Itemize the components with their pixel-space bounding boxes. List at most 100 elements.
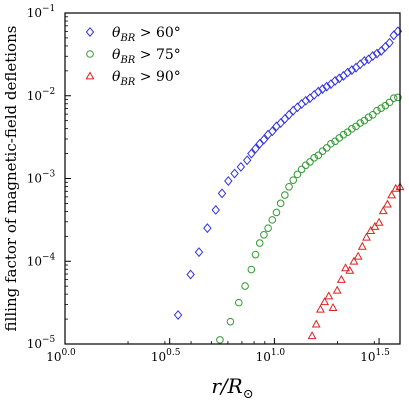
data-point (309, 89, 319, 100)
y-tick-label: 10−3 (27, 170, 56, 186)
data-point (186, 269, 195, 280)
data-point (247, 148, 256, 159)
legend-entry: θBR > 75° (86, 47, 181, 66)
data-point (385, 37, 394, 48)
data-point (362, 232, 371, 241)
legend-label: θBR > 90° (112, 69, 181, 88)
data-point (301, 95, 311, 106)
series-2 (307, 182, 405, 340)
data-point (211, 204, 220, 215)
data-point (310, 154, 318, 162)
data-point (355, 59, 365, 70)
data-point (276, 118, 285, 129)
data-point (370, 221, 380, 230)
data-point (366, 226, 376, 235)
data-point (322, 81, 331, 92)
y-tick-label: 10−1 (27, 4, 56, 20)
legend-label: θBR > 60° (112, 25, 181, 44)
data-point (374, 217, 384, 226)
data-point (389, 30, 398, 41)
data-point (349, 256, 359, 265)
legend-entry: θBR > 90° (85, 69, 181, 88)
data-point (234, 298, 243, 307)
data-point (368, 110, 377, 119)
data-point (230, 168, 239, 179)
y-tick-label: 10−5 (27, 335, 56, 351)
legend-label: θBR > 75° (112, 47, 181, 66)
data-point (272, 208, 281, 217)
data-point (255, 239, 264, 247)
data-point (259, 134, 269, 145)
data-point (339, 130, 348, 139)
data-point (285, 182, 293, 191)
data-point (332, 285, 342, 294)
data-point (226, 317, 235, 326)
data-point (293, 102, 302, 113)
data-point (322, 144, 331, 152)
data-point (343, 67, 352, 78)
data-point (288, 105, 298, 116)
data-point (373, 106, 381, 115)
data-point (394, 93, 402, 102)
x-tick-label: 100.0 (46, 348, 76, 364)
data-point (385, 98, 394, 107)
x-tick-label: 100.5 (151, 348, 181, 364)
data-point (281, 191, 289, 199)
legend-marker (85, 27, 95, 37)
legend-entry: θBR > 60° (85, 25, 181, 44)
y-tick-label: 10−2 (27, 87, 56, 103)
data-point (247, 265, 256, 274)
data-point (324, 291, 334, 300)
series-0 (173, 26, 403, 321)
data-point (306, 158, 314, 166)
data-point (217, 188, 227, 199)
data-point (318, 147, 327, 155)
data-point (372, 48, 382, 59)
data-point (314, 86, 323, 97)
data-point (368, 51, 378, 62)
plot-marks (173, 26, 405, 344)
data-point (364, 113, 373, 122)
data-point (335, 134, 344, 142)
data-point (297, 165, 306, 174)
data-point (389, 94, 398, 103)
data-point (347, 65, 357, 76)
data-point (241, 282, 249, 290)
data-point (341, 263, 351, 272)
data-point (251, 143, 260, 154)
data-point (224, 176, 233, 186)
x-axis-label: r/R⊙ (211, 374, 253, 402)
data-point (328, 302, 338, 311)
data-point (314, 151, 323, 160)
data-point (260, 230, 268, 239)
data-point (307, 331, 317, 340)
data-point (327, 139, 335, 148)
y-axis-label: filling factor of magnetic-field defleti… (2, 26, 20, 332)
data-point (289, 176, 298, 184)
data-point (387, 190, 397, 199)
legend-marker (85, 71, 95, 80)
data-point (356, 119, 365, 127)
data-point (203, 223, 212, 234)
series-1 (216, 93, 402, 344)
data-point (336, 274, 346, 283)
data-point (382, 199, 392, 208)
legend-marker (86, 50, 94, 58)
data-point (378, 206, 388, 215)
data-point (216, 336, 224, 344)
data-point (268, 126, 277, 137)
data-point (173, 310, 183, 321)
data-point (251, 250, 260, 259)
data-point (318, 84, 327, 95)
data-point (301, 161, 310, 170)
x-tick-label: 101.5 (360, 348, 390, 364)
y-tick-label: 10−4 (27, 252, 56, 268)
data-point (311, 319, 321, 328)
legend: θBR > 60° θBR > 75° θBR > 90° (85, 25, 181, 88)
data-point (345, 265, 355, 274)
x-tick-label: 101.0 (256, 348, 286, 364)
data-point (315, 304, 325, 313)
data-point (377, 104, 385, 112)
data-point (353, 251, 363, 260)
